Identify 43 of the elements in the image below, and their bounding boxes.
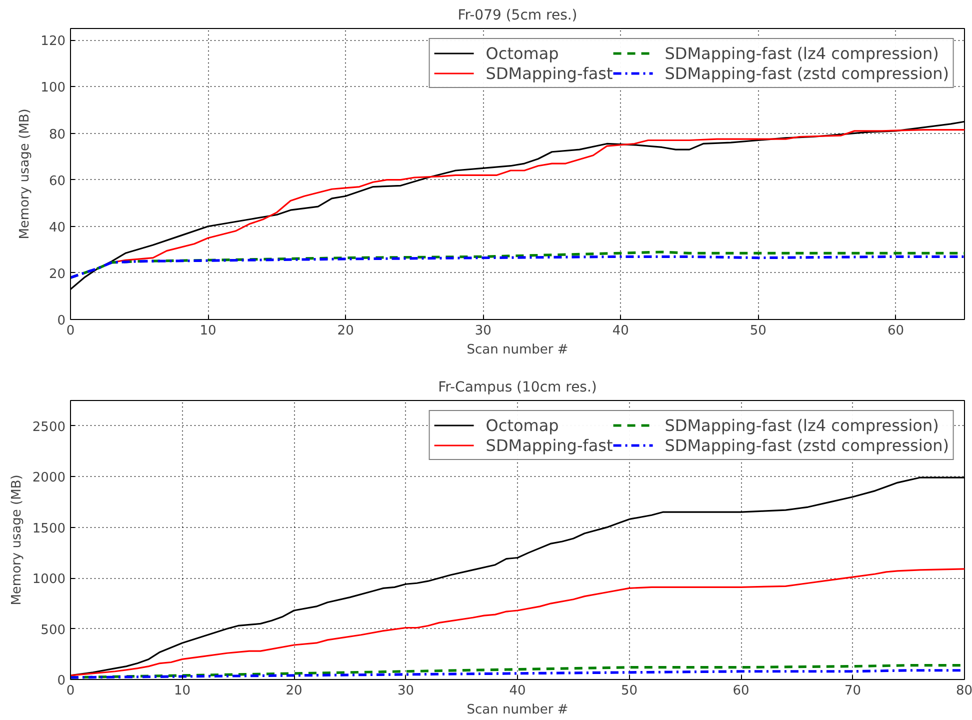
x-tick-label: 60: [732, 684, 750, 698]
y-tick-label: 120: [40, 34, 66, 50]
legend-label: Octomap: [486, 416, 559, 434]
x-tick-label: 10: [174, 684, 191, 698]
x-tick-label: 50: [750, 324, 766, 338]
line-series: [70, 255, 964, 279]
legend-label: SDMapping-fast (lz4 compression): [664, 416, 939, 434]
legend-label: SDMapping-fast (zstd compression): [664, 64, 949, 82]
x-tick-label: 10: [200, 324, 216, 338]
x-tick-label: 20: [337, 324, 354, 338]
y-tick-label: 40: [48, 220, 66, 236]
y-tick-label: 60: [48, 174, 66, 189]
legend-label: SDMapping-fast (zstd compression): [664, 436, 949, 454]
x-tick-label: 80: [956, 684, 972, 698]
x-tick-label: 30: [397, 684, 414, 698]
y-tick-label: 0: [57, 674, 66, 688]
legend-label: SDMapping-fast: [486, 436, 613, 454]
chart-title: Fr-Campus (10cm res.): [438, 380, 597, 396]
y-tick-label: 0: [57, 314, 66, 328]
x-tick-label: 40: [612, 324, 629, 338]
x-tick-label: 50: [620, 684, 638, 698]
y-tick-label: 100: [40, 80, 66, 96]
x-tick-label: 20: [286, 684, 302, 698]
y-tick-label: 2000: [32, 470, 66, 486]
y-tick-label: 1000: [32, 572, 66, 588]
legend-label: Octomap: [486, 44, 559, 62]
x-tick-label: 60: [887, 324, 904, 338]
chart-title: Fr-079 (5cm res.): [458, 8, 578, 24]
legend-label: SDMapping-fast (lz4 compression): [664, 44, 939, 62]
y-tick-label: 1500: [32, 521, 66, 536]
y-axis-title: Memory usage (MB): [9, 474, 24, 606]
legend-label: SDMapping-fast: [486, 64, 613, 82]
y-tick-label: 2500: [32, 420, 66, 435]
y-axis-title: Memory usage (MB): [18, 108, 33, 240]
y-tick-label: 500: [40, 622, 66, 638]
y-tick-label: 80: [48, 127, 66, 142]
x-tick-label: 70: [844, 684, 862, 698]
y-tick-label: 20: [48, 266, 66, 282]
x-tick-label: 40: [509, 684, 526, 698]
line-series: [70, 568, 964, 676]
x-axis-title: Scan number #: [466, 342, 568, 358]
x-axis-title: Scan number #: [466, 702, 568, 718]
x-tick-label: 30: [474, 324, 492, 338]
